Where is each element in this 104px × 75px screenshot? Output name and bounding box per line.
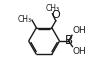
Text: CH₃: CH₃ <box>45 4 59 13</box>
Text: B: B <box>65 34 73 47</box>
Text: O: O <box>51 10 60 20</box>
Text: OH: OH <box>72 26 86 35</box>
Text: OH: OH <box>73 47 86 56</box>
Text: CH₃: CH₃ <box>17 15 32 24</box>
